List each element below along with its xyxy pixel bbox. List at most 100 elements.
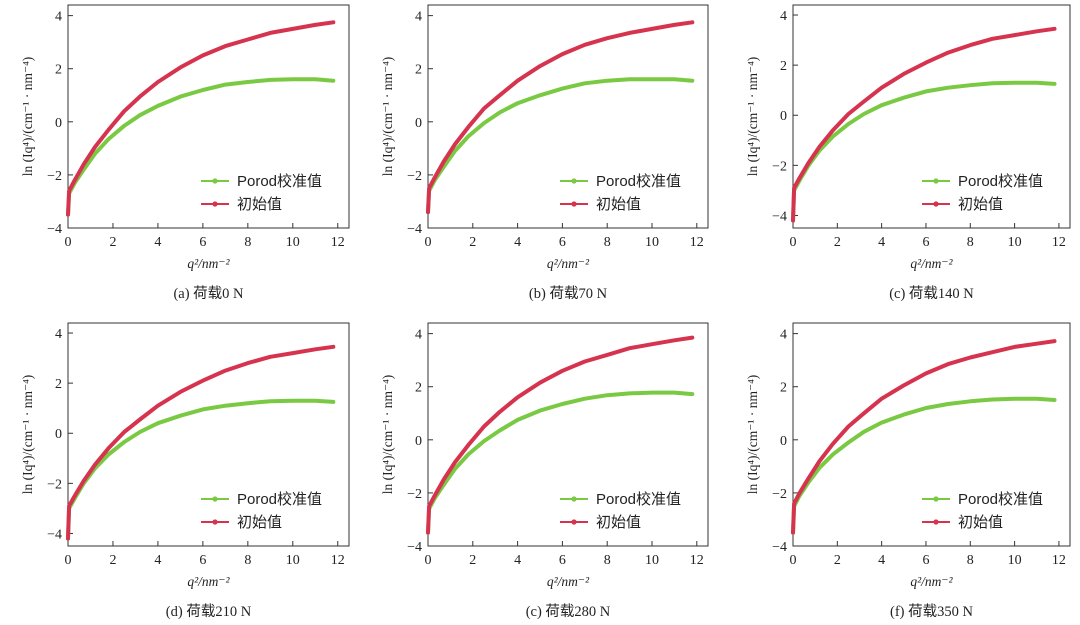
legend-label: 初始值 — [958, 514, 1003, 531]
x-tick-label: 0 — [790, 235, 797, 250]
series-line-porod — [791, 396, 1057, 535]
legend-marker — [571, 496, 577, 502]
y-axis-label: ln (Iq⁴)/(cm⁻¹ · nm⁻⁴) — [20, 57, 35, 177]
x-tick-label: 8 — [967, 235, 974, 250]
x-tick-label: 2 — [109, 553, 116, 568]
x-axis-label: q²/nm⁻² — [187, 256, 230, 271]
x-tick-label: 0 — [425, 553, 432, 568]
x-tick-label: 6 — [922, 235, 929, 250]
legend-marker — [933, 519, 939, 525]
x-tick-label: 0 — [425, 235, 432, 250]
legend-marker — [933, 178, 939, 184]
x-tick-label: 6 — [559, 235, 566, 250]
series-line-initial — [426, 335, 695, 535]
x-tick-label: 10 — [1008, 235, 1022, 250]
y-tick-label: 0 — [415, 116, 422, 131]
x-tick-label: 0 — [65, 553, 72, 568]
panel-caption: (c) 荷载280 N — [526, 603, 611, 620]
x-axis-label: q²/nm⁻² — [910, 256, 953, 271]
x-tick-label: 12 — [331, 553, 345, 568]
y-tick-label: 0 — [55, 427, 62, 442]
axis-frame — [427, 4, 709, 229]
series-line-porod — [66, 77, 336, 217]
legend-label: 初始值 — [237, 196, 282, 213]
series-line-initial — [66, 344, 336, 541]
series-line-initial — [791, 339, 1057, 535]
legend-label: Porod校准值 — [237, 173, 322, 190]
legend-marker — [212, 201, 218, 207]
x-tick-label: 12 — [331, 235, 345, 250]
series-line-porod — [791, 80, 1057, 223]
y-tick-label: −4 — [772, 540, 787, 555]
x-tick-label: 2 — [469, 553, 476, 568]
y-tick-label: 4 — [55, 10, 62, 25]
x-tick-label: 12 — [1052, 553, 1066, 568]
series-line-initial — [66, 20, 336, 217]
legend-label: Porod校准值 — [596, 173, 681, 190]
x-axis-label: q²/nm⁻² — [547, 256, 590, 271]
x-tick-label: 10 — [286, 553, 300, 568]
y-axis-label: ln (Iq⁴)/(cm⁻¹ · nm⁻⁴) — [380, 375, 395, 495]
series-line-initial — [426, 20, 695, 215]
x-tick-label: 0 — [65, 235, 72, 250]
y-tick-label: −2 — [407, 487, 422, 502]
x-tick-label: 0 — [790, 553, 797, 568]
x-tick-label: 6 — [199, 235, 206, 250]
axis-frame — [427, 322, 709, 547]
y-tick-label: 4 — [780, 328, 787, 343]
y-tick-label: −2 — [407, 169, 422, 184]
x-tick-label: 2 — [834, 235, 841, 250]
axis-frame — [67, 4, 350, 229]
x-tick-label: 8 — [604, 235, 611, 250]
x-tick-label: 12 — [690, 235, 704, 250]
legend-marker — [571, 201, 577, 207]
x-axis-label: q²/nm⁻² — [547, 574, 590, 589]
legend-marker — [212, 178, 218, 184]
y-tick-label: 4 — [415, 328, 422, 343]
series-line-porod — [66, 398, 336, 541]
x-tick-label: 6 — [559, 553, 566, 568]
x-tick-label: 6 — [922, 553, 929, 568]
x-tick-label: 2 — [109, 235, 116, 250]
y-axis-label: ln (Iq⁴)/(cm⁻¹ · nm⁻⁴) — [380, 57, 395, 177]
legend-marker — [933, 201, 939, 207]
x-tick-label: 8 — [244, 553, 251, 568]
y-tick-label: 2 — [415, 63, 422, 78]
y-tick-label: 4 — [415, 10, 422, 25]
x-tick-label: 4 — [878, 235, 885, 250]
y-tick-label: 0 — [415, 434, 422, 449]
y-tick-label: 2 — [55, 63, 62, 78]
x-tick-label: 6 — [199, 553, 206, 568]
y-tick-label: 4 — [55, 327, 62, 342]
y-tick-label: −4 — [47, 222, 62, 237]
legend-label: Porod校准值 — [596, 491, 681, 508]
x-tick-label: 4 — [154, 235, 161, 250]
y-tick-label: 0 — [780, 109, 787, 124]
legend-label: Porod校准值 — [958, 173, 1043, 190]
panel-caption: (f) 荷载350 N — [890, 603, 973, 620]
axis-frame — [792, 322, 1071, 547]
x-axis-label: q²/nm⁻² — [910, 574, 953, 589]
x-tick-label: 2 — [834, 553, 841, 568]
panel-caption: (d) 荷载210 N — [166, 603, 252, 620]
legend-label: 初始值 — [596, 196, 641, 213]
y-tick-label: 2 — [55, 377, 62, 392]
series-line-initial — [791, 26, 1057, 223]
y-axis-label: ln (Iq⁴)/(cm⁻¹ · nm⁻⁴) — [20, 375, 35, 495]
legend-marker — [212, 496, 218, 502]
legend-label: 初始值 — [237, 514, 282, 531]
axis-frame — [67, 322, 350, 547]
y-axis-label: ln (Iq⁴)/(cm⁻¹ · nm⁻⁴) — [745, 57, 760, 177]
x-tick-label: 8 — [604, 553, 611, 568]
panel-caption: (c) 荷载140 N — [889, 285, 974, 302]
y-tick-label: 0 — [780, 434, 787, 449]
series-line-porod — [426, 77, 695, 215]
x-tick-label: 12 — [690, 553, 704, 568]
y-tick-label: −2 — [47, 169, 62, 184]
legend-label: Porod校准值 — [958, 491, 1043, 508]
